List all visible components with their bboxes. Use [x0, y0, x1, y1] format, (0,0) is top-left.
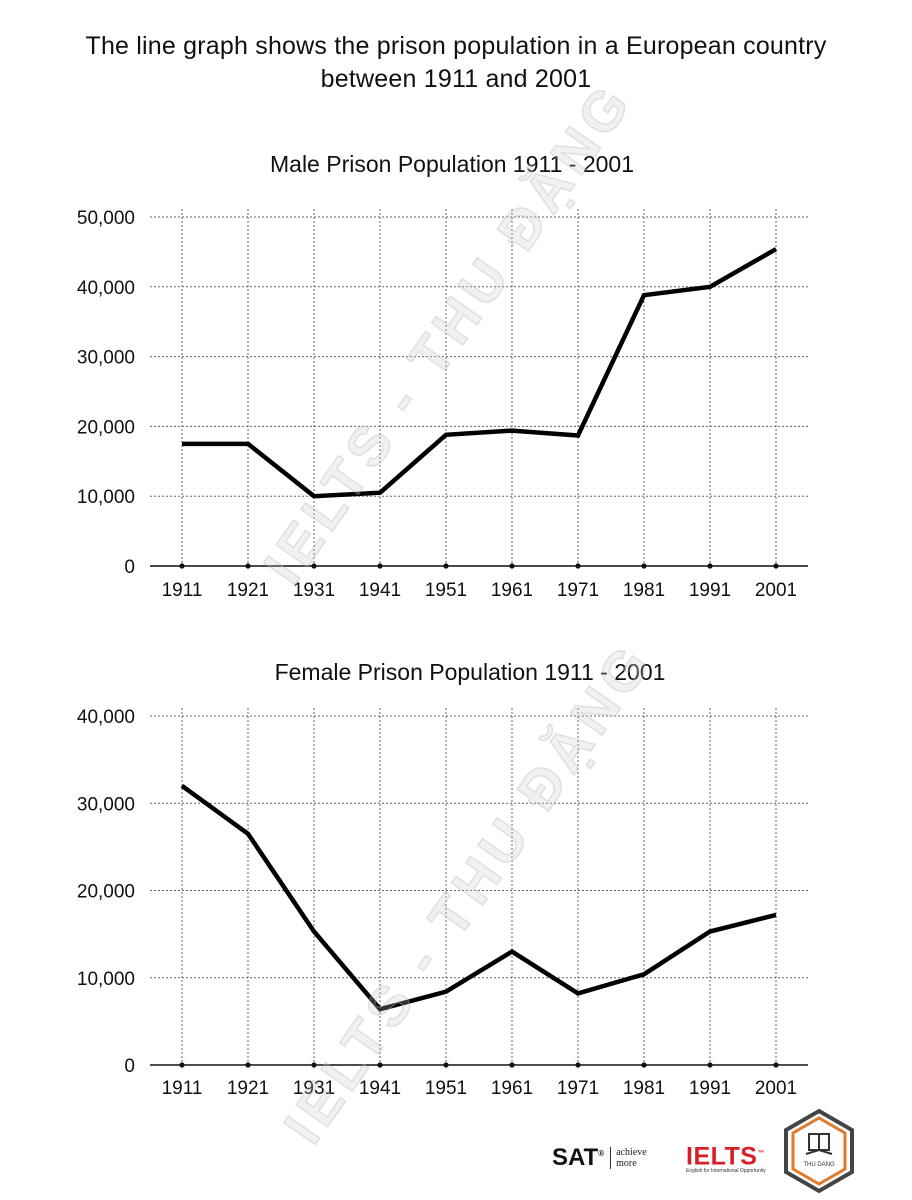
x-tick-label: 1971	[557, 580, 599, 601]
x-tick-label: 1941	[359, 580, 401, 601]
x-tick-mark	[641, 1062, 647, 1068]
x-tick-label: 1981	[623, 580, 665, 601]
x-tick-label: 2001	[755, 1078, 797, 1099]
y-tick-label: 10,000	[77, 487, 135, 508]
sat-tagline-2: more	[616, 1158, 637, 1169]
x-tick-mark	[707, 1062, 713, 1068]
y-tick-label: 0	[124, 1056, 135, 1077]
sat-tagline-1: achieve	[616, 1147, 647, 1158]
x-tick-mark	[245, 563, 251, 569]
x-tick-label: 1991	[689, 580, 731, 601]
x-tick-label: 1911	[162, 580, 203, 601]
y-tick-label: 20,000	[77, 417, 135, 438]
ielts-tagline: English for International Opportunity	[686, 1168, 766, 1175]
x-tick-label: 1981	[623, 1078, 665, 1099]
series-line	[180, 783, 777, 1012]
x-tick-label: 2001	[755, 580, 797, 601]
x-tick-mark	[509, 1062, 515, 1068]
ielts-label: IELTS	[686, 1142, 758, 1171]
x-tick-mark	[773, 563, 779, 569]
y-tick-label: 40,000	[77, 278, 135, 299]
sat-label: SAT	[552, 1144, 599, 1171]
x-tick-mark	[245, 1062, 251, 1068]
chart-title: Male Prison Population 1911 - 2001	[270, 151, 634, 177]
ielts-tm-mark: ™	[757, 1150, 765, 1157]
x-tick-label: 1991	[689, 1078, 731, 1099]
x-tick-label: 1961	[491, 580, 533, 601]
thu-dang-badge-icon: THU DANG	[784, 1108, 854, 1194]
x-tick-mark	[179, 563, 185, 569]
x-tick-label: 1951	[425, 580, 467, 601]
x-tick-mark	[575, 563, 581, 569]
x-tick-label: 1921	[227, 580, 269, 601]
badge-text: THU DANG	[803, 1162, 835, 1168]
sat-logo: SAT® achieve more	[552, 1144, 647, 1172]
y-tick-label: 40,000	[77, 707, 135, 728]
sat-wordmark: SAT®	[552, 1144, 604, 1172]
x-tick-mark	[377, 563, 383, 569]
page-title: The line graph shows the prison populati…	[0, 30, 912, 96]
x-tick-mark	[311, 563, 317, 569]
x-tick-label: 1941	[359, 1078, 401, 1099]
y-tick-label: 0	[124, 557, 135, 578]
series-line	[182, 247, 778, 499]
x-tick-label: 1921	[227, 1078, 269, 1099]
x-tick-label: 1911	[162, 1078, 203, 1099]
x-tick-label: 1931	[293, 1078, 335, 1099]
x-tick-label: 1951	[425, 1078, 467, 1099]
ielts-logo: IELTS™ English for International Opportu…	[686, 1142, 766, 1175]
ielts-wordmark: IELTS™	[686, 1142, 766, 1171]
x-tick-mark	[641, 563, 647, 569]
x-tick-mark	[509, 563, 515, 569]
page-title-line-1: The line graph shows the prison populati…	[85, 32, 827, 60]
x-tick-mark	[707, 563, 713, 569]
x-tick-mark	[311, 1062, 317, 1068]
x-tick-label: 1931	[293, 580, 335, 601]
x-tick-label: 1971	[557, 1078, 599, 1099]
x-tick-mark	[575, 1062, 581, 1068]
chart-title: Female Prison Population 1911 - 2001	[275, 659, 666, 685]
sat-reg-mark: ®	[598, 1149, 605, 1158]
x-tick-mark	[443, 1062, 449, 1068]
y-tick-label: 10,000	[77, 969, 135, 990]
y-tick-label: 30,000	[77, 794, 135, 815]
y-tick-label: 50,000	[77, 208, 135, 229]
x-tick-mark	[377, 1062, 383, 1068]
footer-logos: SAT® achieve more IELTS™ English for Int…	[552, 1108, 912, 1200]
x-tick-label: 1961	[491, 1078, 533, 1099]
page-title-line-2: between 1911 and 2001	[320, 65, 592, 93]
y-tick-label: 20,000	[77, 882, 135, 903]
x-tick-mark	[773, 1062, 779, 1068]
sat-tagline: achieve more	[610, 1147, 647, 1169]
y-tick-label: 30,000	[77, 348, 135, 369]
x-tick-mark	[179, 1062, 185, 1068]
x-tick-mark	[443, 563, 449, 569]
